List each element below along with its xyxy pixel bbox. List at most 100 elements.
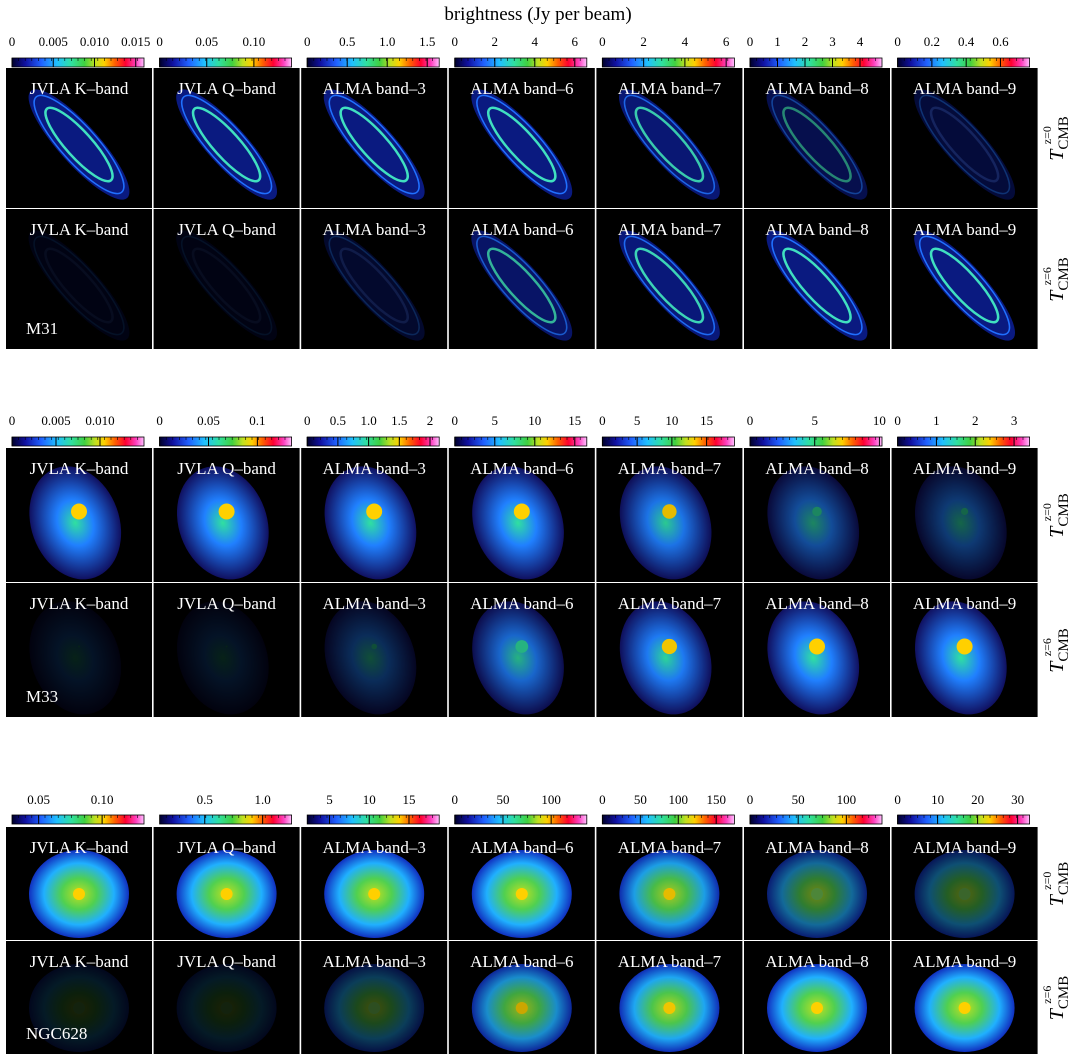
colorbar-tick-label: 0 [452,413,459,428]
galaxy-image [323,230,425,341]
band-label: ALMA band–9 [913,220,1016,239]
band-label: ALMA band–9 [913,459,1016,478]
galaxy-image [914,89,1016,200]
colorbar-tick-label: 50 [634,792,647,807]
galaxy-core [366,503,383,520]
galaxy-image [914,466,1007,580]
row-label-superscript: z=6 [1040,986,1054,1004]
band-label: ALMA band–6 [470,838,573,857]
galaxy-disk [176,230,278,341]
galaxy-image [767,850,867,938]
galaxy-image [767,601,860,715]
colorbar-tick-label: 0 [747,792,754,807]
colorbar-tick-label: 3 [1011,413,1018,428]
row-label-symbol: T [1046,289,1068,302]
colorbar-tick-label: 10 [528,413,541,428]
colorbar-tick-label: 4 [682,34,689,49]
galaxy-core [958,1002,971,1014]
galaxy-disk [767,601,860,715]
galaxy-image [471,89,573,200]
colorbar-tick-label: 0.2 [924,34,940,49]
galaxy-name: M31 [26,319,58,338]
row-label-superscript: z=0 [1040,872,1054,890]
galaxy-core [368,1002,381,1014]
galaxy-core [663,888,676,900]
row-label-superscript: z=6 [1040,267,1054,285]
galaxy-image [471,964,572,1052]
band-label: ALMA band–9 [913,594,1016,613]
row-label-subscript: CMB [1056,257,1072,290]
row-label-subscript: CMB [1056,493,1072,526]
band-label: JVLA Q–band [177,594,276,613]
colorbar-tick-label: 1 [933,413,940,428]
galaxy-core [368,888,381,900]
galaxy-core [371,643,378,650]
galaxy-disk [472,466,564,580]
galaxy-arm [918,94,1011,195]
galaxy-image [766,89,868,200]
galaxy-disk [28,89,130,200]
colorbar-tick-label: 0.010 [80,34,109,49]
galaxy-core [958,888,971,900]
galaxy-disk [619,601,712,715]
band-label: ALMA band–3 [322,952,425,971]
colorbar-tick-label: 3 [829,34,836,49]
image-panel [153,209,300,349]
galaxy-image [619,850,720,938]
colorbar-tick-label: 2 [640,34,647,49]
colorbar-tick-label: 0 [9,413,16,428]
galaxy-core [811,888,823,900]
band-label: ALMA band–8 [765,594,868,613]
band-label: JVLA Q–band [177,838,276,857]
galaxy-image [324,601,417,715]
galaxy-core [513,503,530,520]
galaxy-disk [619,466,712,580]
row-label-symbol: T [1046,893,1068,906]
galaxy-core [661,638,678,655]
row-label: TCMBz=6 [1040,976,1072,1020]
row-label: TCMBz=0 [1040,493,1072,537]
galaxy-arm [33,94,125,195]
band-label: ALMA band–7 [618,459,722,478]
colorbar-tick-label: 2 [972,413,979,428]
galaxy-core [73,1002,85,1014]
galaxy-arm [328,94,420,195]
colorbar-tick-label: 150 [706,792,726,807]
row-label-subscript: CMB [1056,116,1072,149]
colorbar-tick-label: 0 [747,34,754,49]
galaxy-image [472,466,564,580]
band-label: ALMA band–6 [470,459,573,478]
galaxy-ring [44,106,114,183]
colorbar-tick-label: 4 [532,34,539,49]
galaxy-arm [623,94,716,195]
band-label: ALMA band–3 [322,79,425,98]
galaxy-disk [618,230,720,341]
band-label: ALMA band–6 [470,79,573,98]
galaxy-arm [476,94,568,195]
colorbar-tick-label: 0.1 [249,413,265,428]
galaxy-image [29,601,122,715]
band-label: ALMA band–8 [765,952,868,971]
row-label: TCMBz=0 [1040,116,1072,160]
galaxy-image [176,230,278,341]
colorbar-tick-label: 0 [9,34,16,49]
band-label: JVLA K–band [30,220,129,239]
colorbar-tick-label: 50 [792,792,805,807]
galaxy-disk [323,230,425,341]
galaxy-disk [914,230,1016,341]
band-label: JVLA Q–band [177,220,276,239]
galaxy-image [324,964,425,1052]
band-label: JVLA Q–band [177,952,276,971]
band-label: ALMA band–8 [765,79,868,98]
colorbar-tick-label: 0 [894,792,901,807]
colorbar-tick-label: 4 [857,34,864,49]
galaxy-core [218,503,235,520]
galaxy-image [29,466,122,580]
row-label-subscript: CMB [1056,628,1072,661]
galaxy-disk [914,850,1015,938]
colorbar-tick-label: 1.5 [419,34,435,49]
colorbar-tick-label: 0 [304,413,311,428]
colorbar-tick-label: 1 [774,34,781,49]
galaxy-ring [929,247,1000,324]
